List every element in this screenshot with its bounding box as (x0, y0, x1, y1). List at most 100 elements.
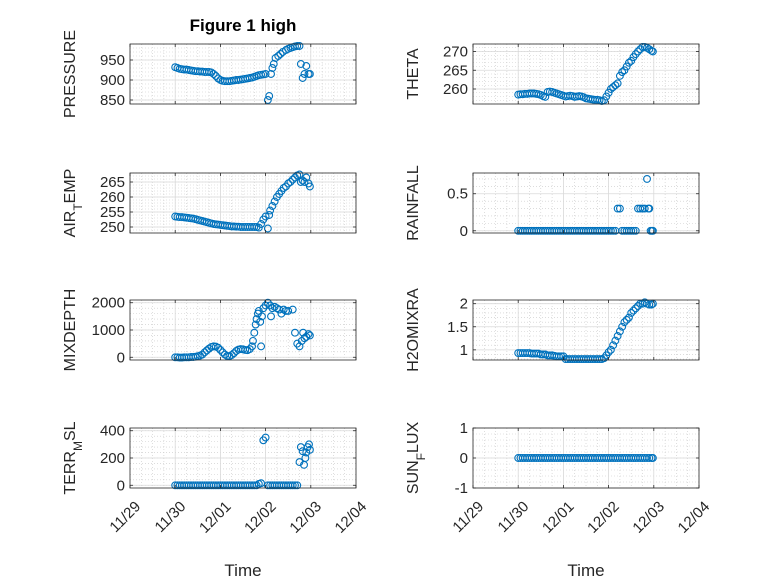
data-point (295, 42, 304, 50)
data-point (609, 226, 618, 235)
data-point (645, 204, 654, 213)
y-tick-label: 2 (460, 296, 468, 313)
major-grid (130, 173, 356, 233)
data-point (305, 182, 314, 191)
y-tick-label: 1 (460, 342, 468, 359)
data-point (250, 328, 259, 337)
scatter-series (171, 170, 314, 233)
data-point (631, 304, 640, 313)
data-point (613, 79, 622, 88)
data-point (645, 300, 654, 309)
major-grid (473, 300, 699, 360)
data-point (291, 481, 299, 490)
subplot-pressure: 850 900 950 PRESSURE (62, 30, 357, 118)
y-tick-label: 400 (100, 423, 125, 440)
scatter-series (171, 42, 314, 104)
data-point (606, 226, 615, 235)
data-point (198, 350, 207, 359)
data-point (615, 327, 624, 336)
x-tick-label: 12/04 (675, 498, 714, 537)
y-tick-label: 1.5 (447, 319, 468, 336)
data-point (291, 328, 299, 337)
data-point (288, 175, 297, 184)
y-tick-label: 0 (117, 477, 125, 494)
y-tick-label: 270 (443, 44, 468, 61)
data-point (541, 92, 550, 101)
y-axis-label: AIRTEMP (62, 169, 85, 238)
data-point (257, 479, 266, 488)
data-point (604, 348, 613, 357)
data-point (263, 96, 272, 104)
data-point (227, 351, 236, 360)
data-point (265, 211, 274, 219)
tick-marks (129, 300, 357, 360)
data-point (265, 92, 274, 100)
data-point (595, 355, 604, 364)
data-point (257, 342, 266, 351)
data-point (288, 481, 297, 490)
data-point (624, 58, 633, 67)
y-axis-label: SUNFLUX (405, 422, 428, 495)
y-tick-label: 1000 (92, 322, 125, 339)
data-point (268, 64, 277, 72)
minor-grid (130, 43, 356, 105)
data-point (613, 332, 622, 340)
x-tick-label: 12/03 (286, 498, 325, 537)
y-tick-label: 255 (100, 204, 125, 221)
x-tick-label: 11/30 (495, 498, 533, 536)
x-tick-label: 12/04 (332, 498, 371, 537)
x-axis-label-right: Time (567, 561, 604, 580)
data-point (643, 174, 651, 183)
data-point (622, 315, 631, 324)
data-point (263, 224, 272, 233)
data-point (248, 336, 257, 345)
data-point (214, 343, 223, 352)
data-point (629, 226, 638, 235)
data-point (284, 179, 293, 188)
data-point (618, 68, 627, 77)
data-point (643, 454, 651, 462)
minor-grid (473, 43, 699, 105)
data-point (305, 70, 314, 78)
data-point (298, 74, 307, 82)
axes-box (129, 43, 357, 105)
scatter-series (514, 174, 657, 235)
data-point (648, 454, 657, 462)
y-tick-label: 2000 (92, 295, 125, 312)
y-tick-label: 0 (460, 450, 468, 467)
data-point (211, 72, 220, 80)
data-point (638, 43, 647, 51)
x-tick-label: 11/29 (449, 498, 487, 536)
data-point (302, 62, 311, 70)
data-point (209, 70, 218, 78)
axes-box (129, 172, 357, 234)
data-point (645, 454, 654, 462)
axes-box (472, 172, 700, 234)
data-point (627, 308, 636, 317)
data-point (267, 312, 275, 321)
data-point (257, 220, 266, 228)
data-point (300, 178, 309, 186)
data-point (250, 481, 259, 490)
data-point (297, 336, 306, 345)
data-point (268, 202, 277, 210)
x-tick-label: 12/01 (196, 498, 235, 537)
tick-marks (472, 173, 700, 233)
data-point (276, 50, 285, 58)
y-axis-label: RAINFALL (405, 165, 422, 241)
x-tick-label: 12/02 (584, 498, 623, 537)
tick-marks (472, 300, 700, 360)
data-point (261, 433, 270, 442)
data-point (640, 204, 649, 213)
y-tick-label: 260 (443, 81, 468, 98)
y-axis-label: TERRMSL (62, 421, 85, 494)
data-point (634, 47, 642, 56)
subplot-terr-msl: 0 200 400 TERRMSL 11/29 11/30 12/01 12/02 12/03 1… (62, 421, 370, 536)
data-point (615, 204, 624, 213)
data-point (648, 226, 657, 235)
scatter-series (514, 43, 657, 105)
data-point (248, 342, 256, 351)
